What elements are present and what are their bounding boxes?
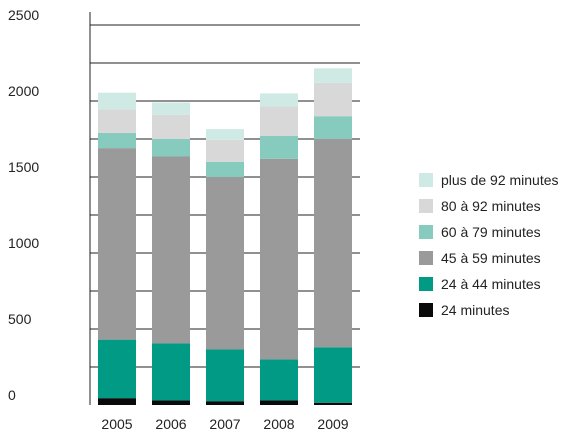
y-axis: 0 500 1000 1500 2000 2500 bbox=[8, 7, 91, 405]
bar-segment bbox=[152, 139, 190, 157]
legend-swatch bbox=[419, 251, 433, 265]
y-tick-label: 500 bbox=[8, 311, 32, 327]
bar-segment bbox=[260, 135, 298, 159]
legend-label: 24 à 44 minutes bbox=[441, 276, 541, 292]
bar-segment bbox=[260, 359, 298, 401]
bar-segment bbox=[152, 102, 190, 115]
bar-segment bbox=[314, 116, 352, 139]
bar-segment bbox=[152, 343, 190, 401]
bar-segment bbox=[260, 158, 298, 360]
x-tick-label: 2008 bbox=[263, 416, 294, 432]
y-tick-label: 2500 bbox=[8, 7, 39, 23]
y-tick-label: 1000 bbox=[8, 235, 39, 251]
bar-segment bbox=[314, 402, 352, 405]
bar-segment bbox=[152, 156, 190, 344]
bar-segment bbox=[152, 400, 190, 405]
y-tick-label: 2000 bbox=[8, 83, 39, 99]
x-tick-label: 2005 bbox=[101, 416, 132, 432]
legend-swatch bbox=[419, 303, 433, 317]
x-tick-label: 2006 bbox=[155, 416, 186, 432]
bar-segment bbox=[206, 129, 244, 140]
bar-segment bbox=[98, 339, 136, 399]
bar-segment bbox=[206, 139, 244, 162]
x-tick-label: 2009 bbox=[317, 416, 348, 432]
bar-segment bbox=[98, 109, 136, 133]
legend: plus de 92 minutes 80 à 92 minutes 60 à 79… bbox=[419, 172, 559, 318]
legend-label: 80 à 92 minutes bbox=[441, 198, 541, 214]
legend-swatch bbox=[419, 173, 433, 187]
legend-label: 24 minutes bbox=[441, 302, 509, 318]
bar-segment bbox=[314, 82, 352, 117]
bar-segment bbox=[152, 114, 190, 139]
bar-segment bbox=[98, 132, 136, 149]
bar-segment bbox=[206, 401, 244, 405]
bar-segment bbox=[260, 106, 298, 136]
bar-segment bbox=[98, 148, 136, 340]
y-tick-label: 0 bbox=[8, 387, 16, 403]
x-axis: 2005 2006 2007 2008 2009 bbox=[101, 416, 348, 432]
y-tick-label: 1500 bbox=[8, 159, 39, 175]
legend-label: plus de 92 minutes bbox=[441, 172, 559, 188]
x-tick-label: 2007 bbox=[209, 416, 240, 432]
legend-swatch bbox=[419, 225, 433, 239]
legend-swatch bbox=[419, 277, 433, 291]
bar-segment bbox=[314, 68, 352, 83]
bar-segment bbox=[314, 139, 352, 348]
bar-segment bbox=[206, 349, 244, 402]
bars bbox=[98, 68, 352, 405]
bar-segment bbox=[260, 93, 298, 107]
legend-label: 60 à 79 minutes bbox=[441, 224, 541, 240]
legend-swatch bbox=[419, 199, 433, 213]
bar-segment bbox=[206, 161, 244, 177]
bar-segment bbox=[206, 177, 244, 350]
bar-segment bbox=[98, 92, 136, 110]
bar-segment bbox=[314, 347, 352, 403]
legend-label: 45 à 59 minutes bbox=[441, 250, 541, 266]
bar-segment bbox=[98, 398, 136, 405]
bar-segment bbox=[260, 400, 298, 405]
